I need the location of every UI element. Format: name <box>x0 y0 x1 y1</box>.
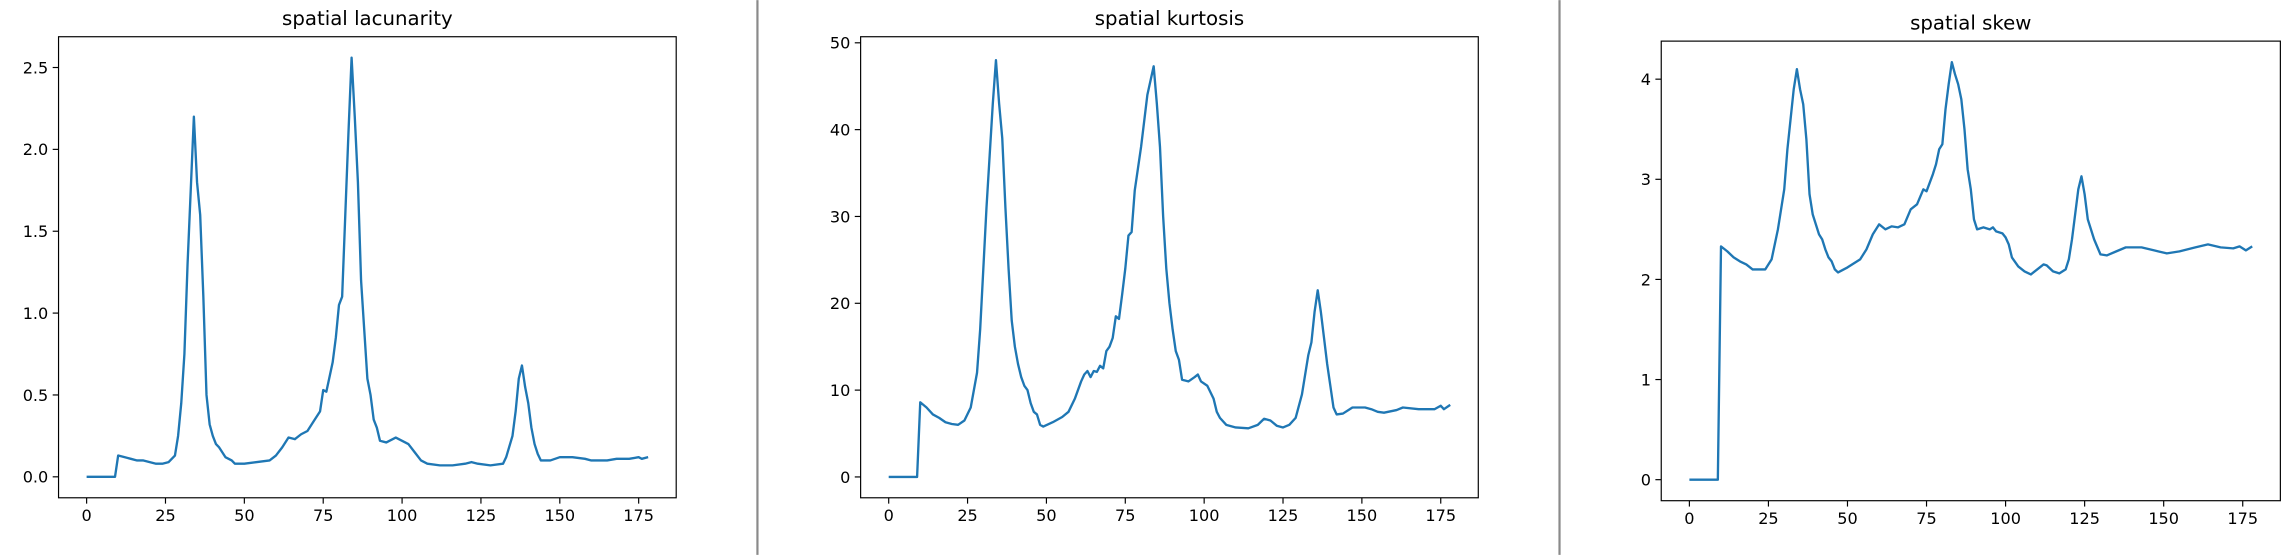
y-tick-label: 1.0 <box>23 304 49 323</box>
y-tick-label: 0.0 <box>23 468 49 487</box>
x-tick-label: 0 <box>884 506 894 525</box>
y-tick-label: 40 <box>830 120 850 139</box>
x-tick-label: 25 <box>155 506 175 525</box>
chart-title: spatial lacunarity <box>282 7 453 30</box>
data-line <box>888 59 1451 479</box>
x-tick-label: 125 <box>1268 506 1299 525</box>
plot-frame <box>860 36 1479 499</box>
y-tick-label: 50 <box>830 34 850 53</box>
y-tick-label: 0.5 <box>23 386 49 405</box>
y-tick-label: 30 <box>830 207 850 226</box>
y-tick-label: 1 <box>1641 370 1651 389</box>
y-tick-label: 0 <box>840 468 850 487</box>
chart-title: spatial skew <box>1910 11 2031 34</box>
chart-title: spatial kurtosis <box>1095 7 1244 30</box>
plot-frame <box>57 36 677 499</box>
y-tick-label: 10 <box>830 381 850 400</box>
y-tick-label: 1.5 <box>23 222 49 241</box>
x-tick-label: 25 <box>1758 509 1778 528</box>
y-tick-label: 4 <box>1641 70 1651 89</box>
x-tick-label: 125 <box>2069 509 2100 528</box>
y-tick-label: 2.5 <box>23 58 49 77</box>
y-tick-label: 0 <box>1641 471 1651 490</box>
x-tick-label: 75 <box>313 506 333 525</box>
x-tick-label: 75 <box>1115 506 1135 525</box>
data-line <box>1689 60 2253 481</box>
y-tick-label: 2 <box>1641 270 1651 289</box>
data-line <box>86 56 649 478</box>
x-tick-label: 175 <box>1425 506 1456 525</box>
x-tick-label: 175 <box>623 506 654 525</box>
x-tick-label: 100 <box>1990 509 2021 528</box>
x-tick-label: 100 <box>1189 506 1220 525</box>
y-tick-label: 3 <box>1641 170 1651 189</box>
x-tick-label: 50 <box>1036 506 1056 525</box>
plot-frame <box>1660 40 2281 502</box>
x-tick-label: 0 <box>1684 509 1694 528</box>
y-tick-label: 2.0 <box>23 140 49 159</box>
x-tick-label: 125 <box>466 506 497 525</box>
x-tick-label: 175 <box>2227 509 2258 528</box>
x-tick-label: 0 <box>81 506 91 525</box>
x-tick-label: 150 <box>1347 506 1378 525</box>
y-tick-label: 20 <box>830 294 850 313</box>
x-tick-label: 50 <box>1837 509 1857 528</box>
x-tick-label: 150 <box>2148 509 2179 528</box>
x-tick-label: 100 <box>387 506 418 525</box>
x-tick-label: 50 <box>234 506 254 525</box>
x-tick-label: 25 <box>957 506 977 525</box>
x-tick-label: 75 <box>1916 509 1936 528</box>
x-tick-label: 150 <box>544 506 575 525</box>
